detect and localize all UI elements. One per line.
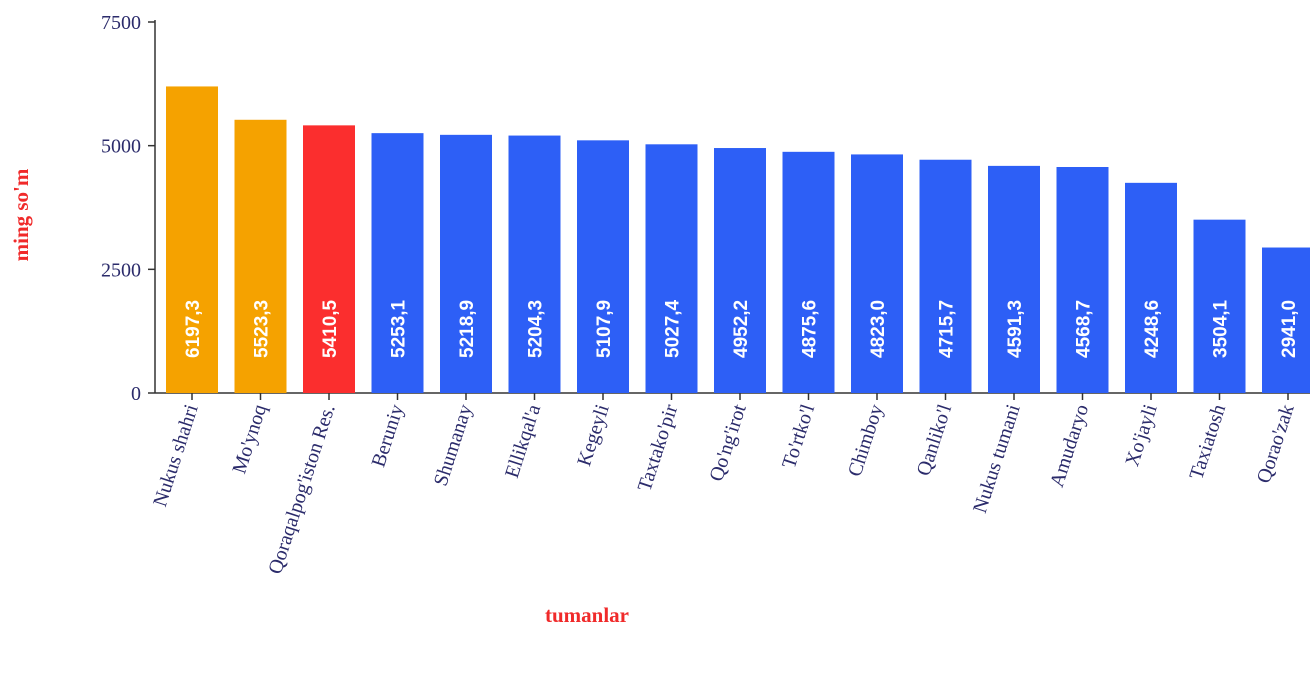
x-tick-label: Taxiatosh — [1185, 402, 1230, 482]
value-label: 4823,0 — [868, 300, 889, 358]
value-label: 4591,3 — [1005, 300, 1026, 358]
bar — [1056, 167, 1109, 393]
x-tick-label: Ellikqal'a — [501, 402, 545, 481]
bar — [303, 125, 355, 394]
x-tick-label: Nukus tumani — [969, 401, 1025, 515]
x-tick-label: Shumanay — [430, 402, 477, 489]
y-tick-label: 7500 — [101, 12, 141, 34]
value-label: 4715,7 — [937, 300, 958, 358]
bar — [1262, 247, 1310, 393]
value-label: 4568,7 — [1074, 300, 1095, 358]
x-tick-label: Xo'jayli — [1121, 401, 1162, 469]
bar — [166, 86, 218, 394]
value-label: 6197,3 — [183, 300, 204, 358]
value-label: 5218,9 — [457, 300, 478, 358]
value-label: 5107,9 — [594, 300, 615, 358]
y-tick-label: 0 — [131, 383, 141, 405]
x-tick-label: Amudaryo — [1046, 402, 1093, 490]
value-label: 4875,6 — [800, 300, 821, 358]
value-label: 5027,4 — [663, 299, 684, 358]
x-tick-label: Qorao'zak — [1253, 402, 1299, 486]
y-tick-label: 2500 — [101, 259, 141, 281]
value-label: 4952,2 — [731, 300, 752, 358]
y-axis-label: ming so'm — [9, 168, 33, 261]
bar — [919, 159, 972, 393]
value-label: 5410,5 — [320, 299, 341, 358]
bar — [371, 133, 424, 393]
bar — [440, 134, 492, 393]
x-tick-label: Kegeyli — [573, 401, 614, 468]
x-tick-label: Mo'ynoq — [228, 402, 271, 477]
value-label: 5204,3 — [526, 300, 547, 358]
bar — [714, 148, 766, 393]
x-axis-label: tumanlar — [545, 603, 629, 627]
bar — [234, 119, 287, 393]
bar — [577, 140, 629, 393]
x-tick-label: Qo'ng'irot — [705, 401, 751, 484]
value-label: 3504,1 — [1211, 299, 1232, 358]
value-label: 5523,3 — [252, 300, 273, 358]
bar — [851, 154, 903, 393]
bar — [1125, 182, 1177, 393]
value-label: 2941,0 — [1279, 300, 1300, 358]
value-label: 5253,1 — [389, 299, 410, 358]
x-tick-label: To'rtko'l — [778, 401, 819, 471]
x-tick-label: Chimboy — [844, 402, 888, 480]
x-tick-label: Qoraqalpog'iston Res. — [264, 402, 340, 577]
bar — [1193, 219, 1246, 393]
bar — [782, 151, 835, 393]
x-tick-label: Beruniy — [367, 402, 408, 470]
x-tick-label: Nukus shahri — [149, 401, 203, 509]
bar — [508, 135, 561, 394]
y-tick-label: 5000 — [101, 136, 141, 158]
x-tick-label: Taxtako'pir — [634, 401, 683, 494]
x-tick-label: Qanliko'l — [913, 401, 957, 478]
bar — [645, 144, 698, 393]
bar — [988, 165, 1040, 393]
value-label: 4248,6 — [1142, 300, 1163, 358]
